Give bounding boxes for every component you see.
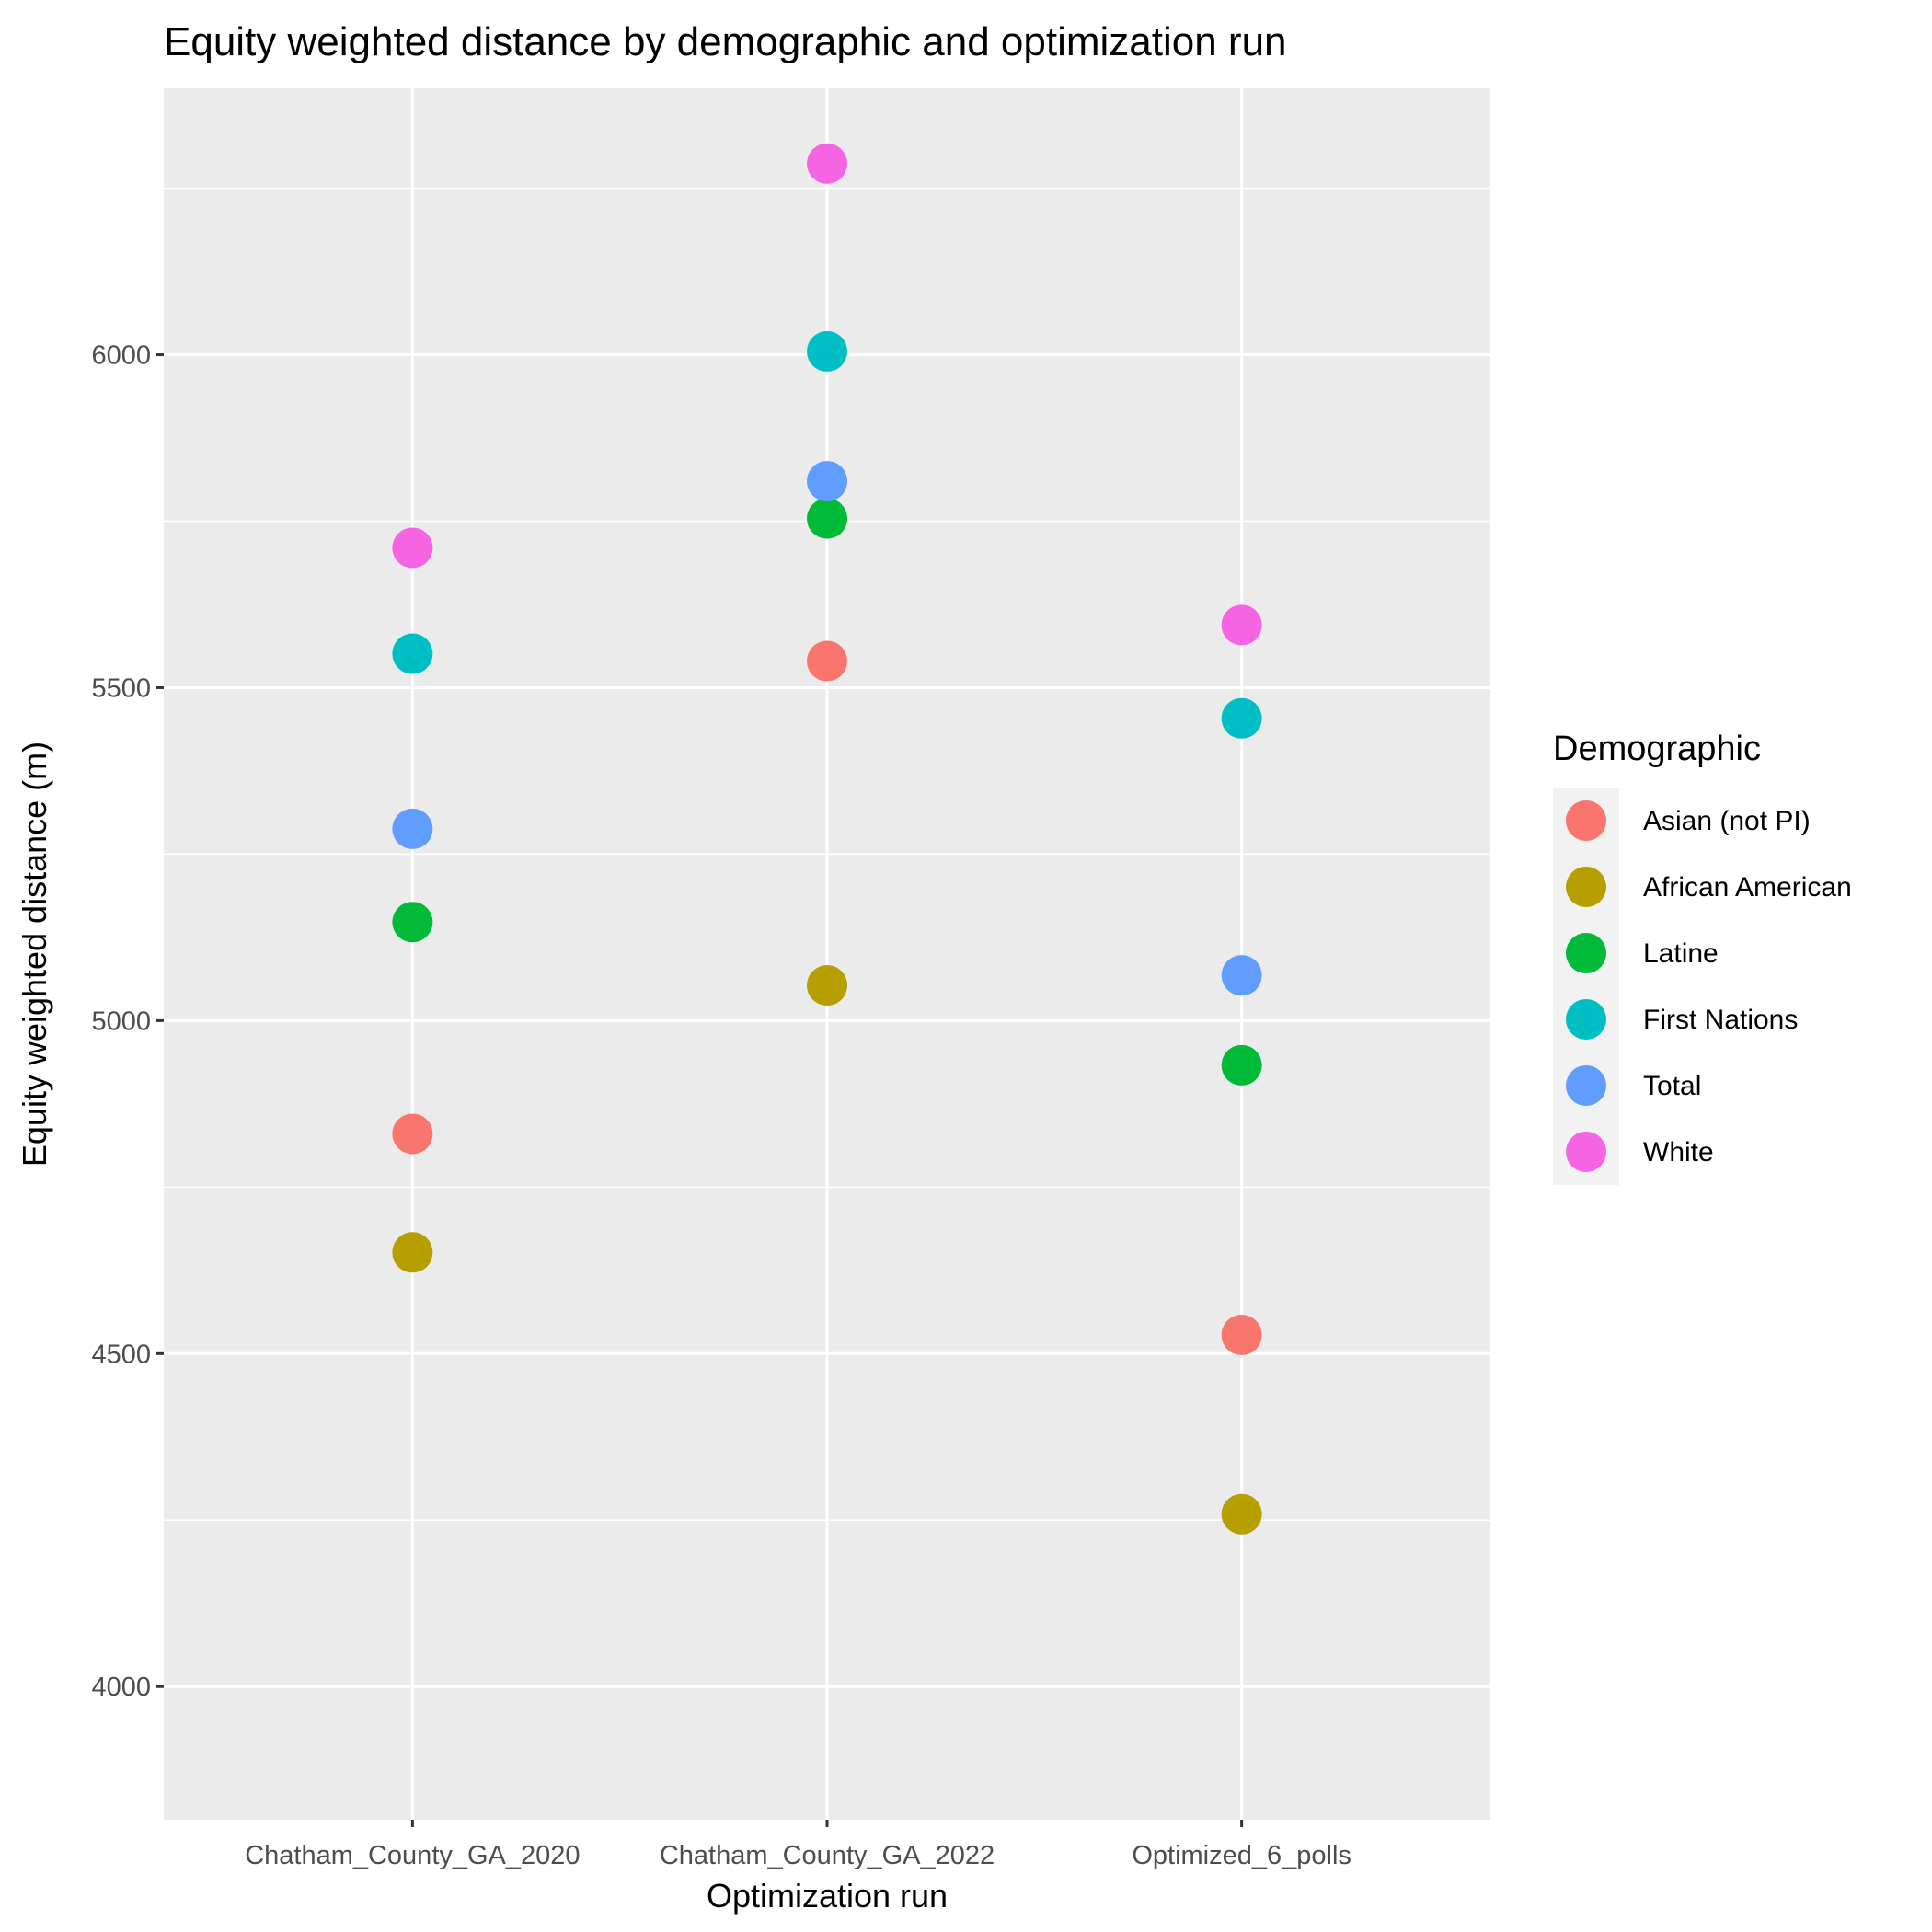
data-point: [1221, 697, 1262, 739]
x-axis-title: Optimization run: [707, 1877, 948, 1915]
data-point: [807, 640, 847, 682]
data-point: [392, 1232, 433, 1273]
data-point: [807, 330, 847, 372]
data-point: [1221, 1044, 1262, 1086]
x-tick-label: Optimized_6_polls: [1132, 1841, 1351, 1870]
data-point: [392, 633, 433, 674]
legend-title: Demographic: [1553, 730, 1761, 768]
data-point: [1221, 604, 1262, 646]
data-points: [392, 143, 1262, 1535]
legend-swatch: [1566, 867, 1606, 907]
data-point: [1221, 1315, 1262, 1356]
data-point: [807, 143, 847, 184]
legend: Demographic Asian (not PI) African Americ…: [1553, 730, 1897, 1187]
legend-label: Total: [1643, 1071, 1701, 1101]
y-tick-label: 6000: [91, 341, 151, 371]
legend-swatch: [1566, 999, 1606, 1040]
legend-label: Asian (not PI): [1643, 806, 1811, 836]
data-point: [392, 808, 433, 849]
legend-swatch: [1566, 1065, 1606, 1106]
y-tick-label: 5500: [91, 673, 151, 703]
chart-title: Equity weighted distance by demographic …: [164, 19, 1287, 64]
y-tick-label: 4500: [91, 1340, 151, 1369]
data-point: [392, 902, 433, 943]
y-tick-label: 4000: [91, 1673, 151, 1702]
y-tick-label: 5000: [91, 1006, 151, 1036]
data-point: [1221, 1493, 1262, 1535]
legend-swatch: [1566, 1132, 1606, 1172]
data-point: [1221, 955, 1262, 996]
x-tick-label: Chatham_County_GA_2022: [660, 1841, 995, 1870]
legend-label: African American: [1643, 872, 1852, 903]
data-point: [807, 498, 847, 539]
legend-label: First Nations: [1643, 1005, 1798, 1035]
legend-swatch: [1566, 800, 1606, 841]
legend-label: White: [1643, 1137, 1714, 1167]
legend-items: Asian (not PI) African American Latine Firs…: [1553, 784, 1897, 1187]
legend-label: Latine: [1643, 938, 1719, 969]
axis-ticks: 4000 4500 5000 5500 6000 Chatham_County_GA_20…: [91, 341, 1351, 1870]
data-point: [807, 965, 847, 1006]
legend-swatch: [1566, 933, 1606, 973]
x-tick-label: Chatham_County_GA_2020: [245, 1841, 580, 1870]
data-point: [392, 1113, 433, 1155]
y-axis-title: Equity weighted distance (m): [16, 742, 53, 1167]
data-point: [392, 527, 433, 569]
data-point: [807, 461, 847, 502]
